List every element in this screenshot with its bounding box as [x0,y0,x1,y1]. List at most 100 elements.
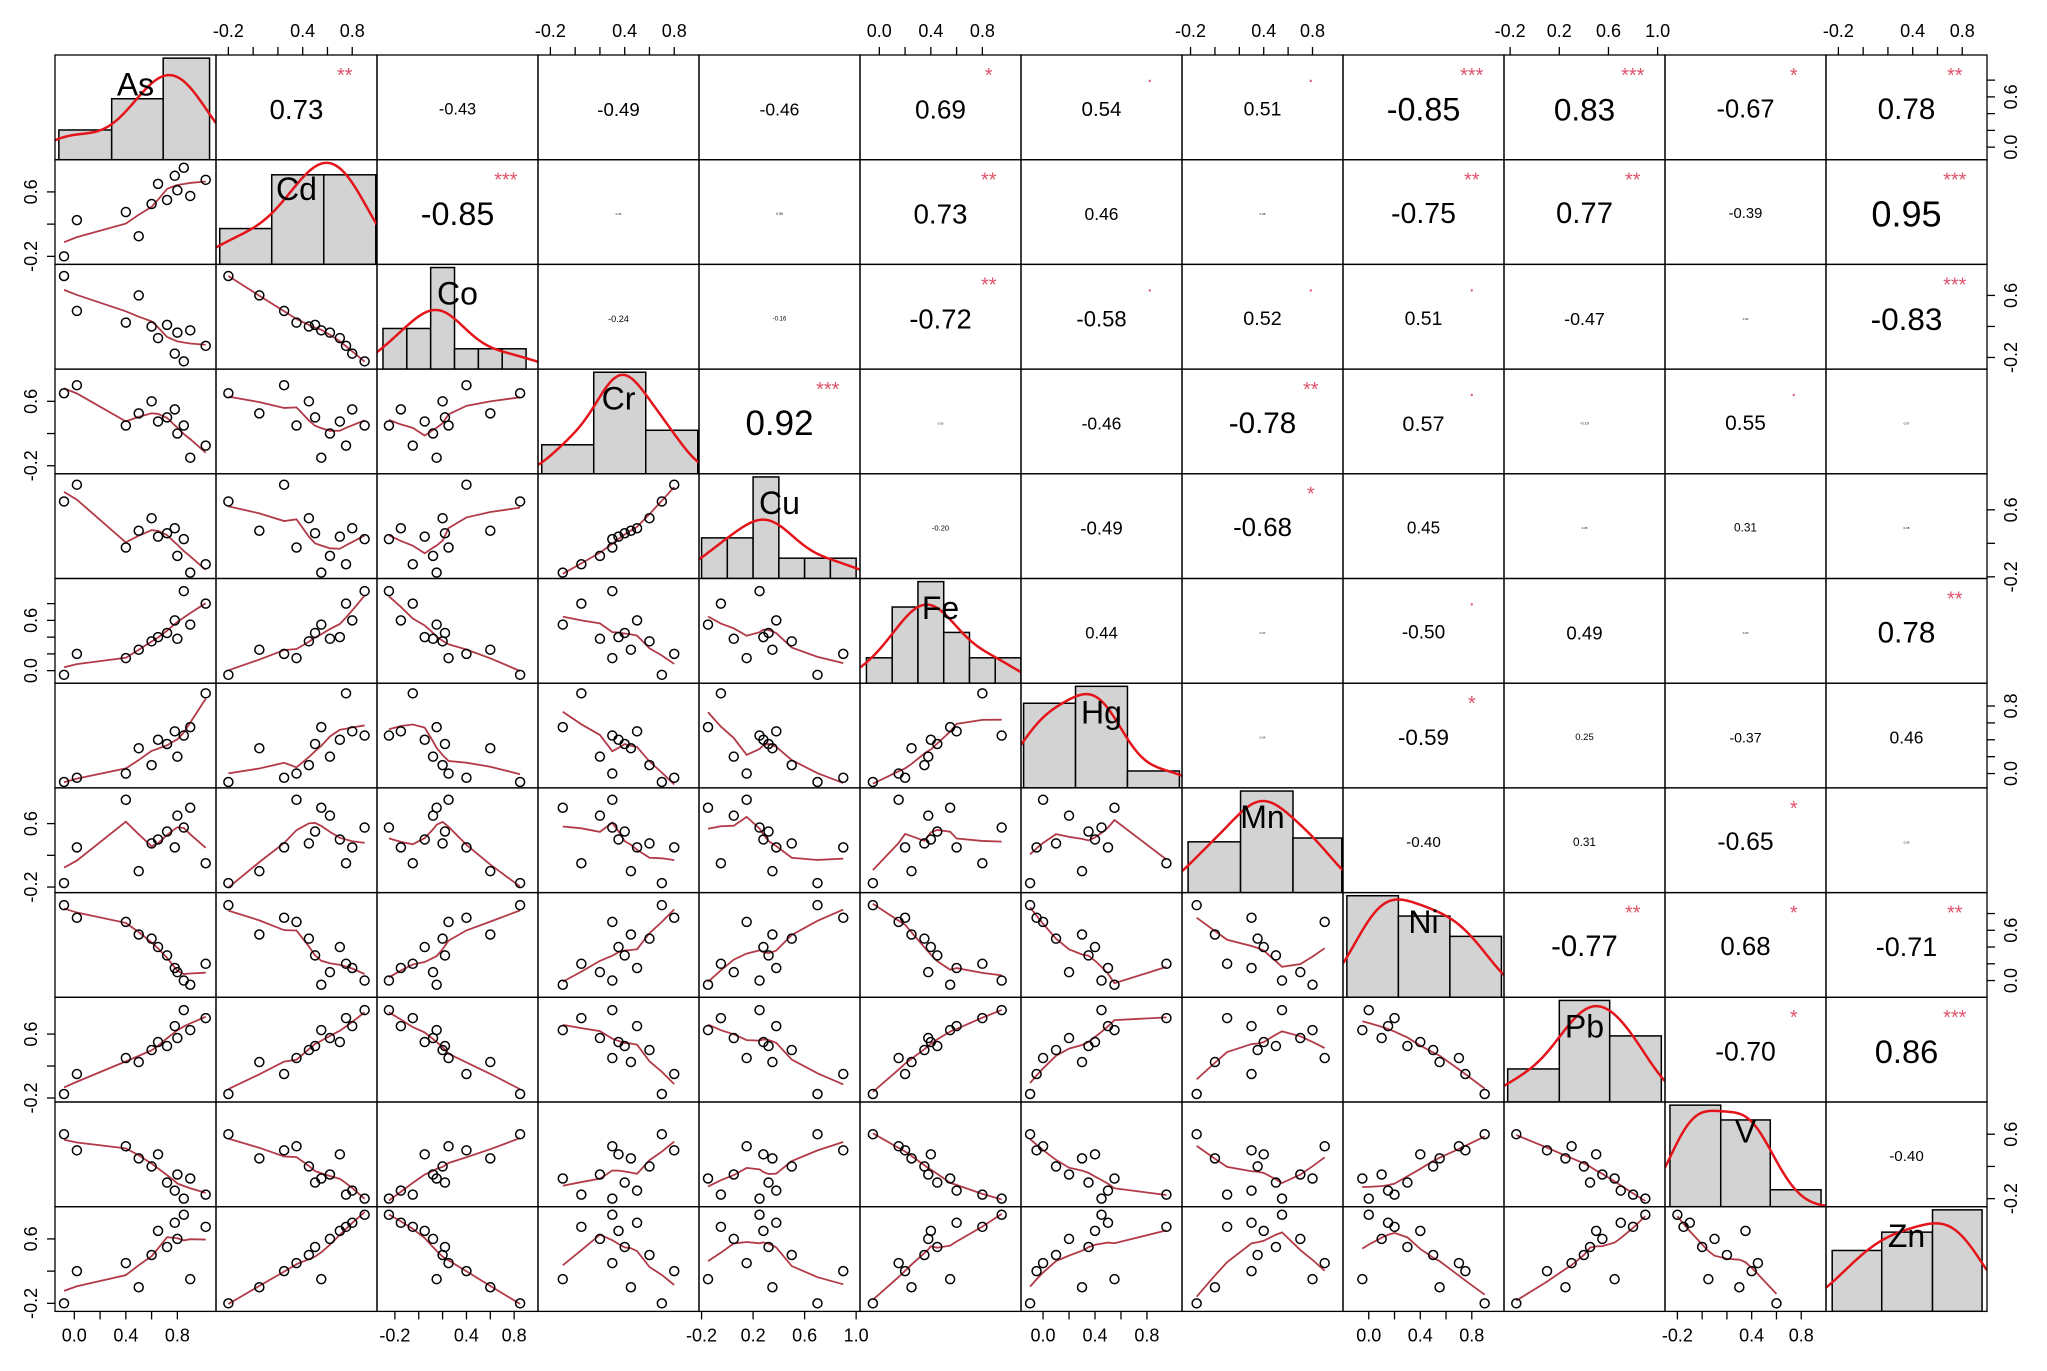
histogram-bar [942,631,971,684]
data-point [767,929,778,940]
data-point [340,598,352,609]
data-point [944,1173,956,1184]
data-point [303,1161,315,1172]
data-point [1453,1257,1465,1269]
panel [58,899,211,990]
correlation-value: -0.46 [760,99,800,119]
data-point [923,1169,934,1180]
data-point [1063,1169,1075,1180]
data-point [346,726,358,737]
data-point [758,941,769,953]
data-point [1209,1281,1221,1293]
panel: 0.95*** [1871,170,1966,235]
data-point [133,290,144,301]
panel: 0.04 [616,212,622,216]
data-point [383,1209,395,1221]
data-point [1096,822,1107,833]
significance-stars: ** [1947,903,1963,925]
variable-name: Cu [759,485,800,521]
data-point [133,1281,144,1293]
data-point [786,1161,797,1172]
data-point [71,479,83,490]
histogram-bar [322,174,377,265]
data-point [944,1024,956,1036]
data-point [200,440,211,451]
x-tick-label: -0.2 [535,21,566,41]
data-point [359,975,370,986]
panel-frame [215,1101,378,1208]
panel [223,585,370,681]
data-point [1076,1056,1088,1068]
panel: -0.72 ** [909,274,996,334]
panel: V [1665,1104,1826,1207]
data-point [951,962,962,974]
panel [1024,1209,1172,1309]
data-point [1031,1068,1042,1080]
smooth-line [1029,1138,1167,1196]
data-point [893,794,904,806]
data-point [899,842,911,853]
data-point [944,979,956,990]
data-point [169,522,181,534]
data-point [786,1044,797,1056]
data-point [607,822,618,833]
data-point [923,1233,934,1245]
panel [702,899,849,990]
panel-frame [698,996,861,1103]
data-point [1740,1225,1751,1237]
data-point [1584,1241,1596,1253]
panel: 0.55. [1725,379,1796,435]
data-point [893,1257,904,1269]
data-point [172,185,183,196]
data-point [407,1221,419,1233]
significance-stars: * [1790,903,1798,925]
data-point [200,688,211,699]
data-point [644,838,655,849]
data-point [407,858,419,869]
data-point [1109,802,1120,813]
data-point [178,162,190,174]
panel [223,688,370,788]
data-point [309,1040,321,1052]
density-curve [538,373,699,466]
data-point [1560,1153,1571,1164]
correlation-value: -0.78 [1229,407,1297,440]
panel-frame [698,682,861,789]
smooth-line [707,1023,844,1086]
correlation-value: 0.04 [616,212,622,216]
data-point [120,206,132,218]
data-point [71,214,83,226]
smooth-line [63,820,207,869]
data-point [223,1088,234,1100]
panel [1024,899,1172,990]
data-point [485,408,496,419]
data-point [316,567,327,578]
data-point [1246,962,1257,974]
data-point [1252,1044,1263,1056]
correlation-value: 0.03 [938,422,944,426]
correlation-value: -0.43 [439,100,476,118]
data-point [613,941,624,953]
data-point [1709,1233,1720,1245]
correlation-value: -0.39 [1729,206,1763,222]
correlation-value: 0.51 [1244,98,1282,120]
data-point [178,533,190,545]
data-point [715,958,727,970]
data-point [1258,941,1269,953]
data-point [1270,1241,1282,1253]
panel: 0.57. [1402,379,1474,436]
correlation-value: -0.40 [1406,834,1441,851]
data-point [1319,1257,1330,1269]
smooth-line [228,505,366,550]
panel: 0.86*** [1875,1007,1967,1070]
data-point [932,1241,943,1253]
data-point [1270,950,1282,961]
significance-stars: ** [337,65,353,87]
data-point [656,669,668,681]
data-point [1037,1257,1049,1269]
data-point [932,950,943,961]
smooth-line [228,909,365,975]
panel: -0.70 * [1715,1007,1798,1067]
histogram-bar [218,227,273,265]
smooth-line [63,1138,206,1194]
